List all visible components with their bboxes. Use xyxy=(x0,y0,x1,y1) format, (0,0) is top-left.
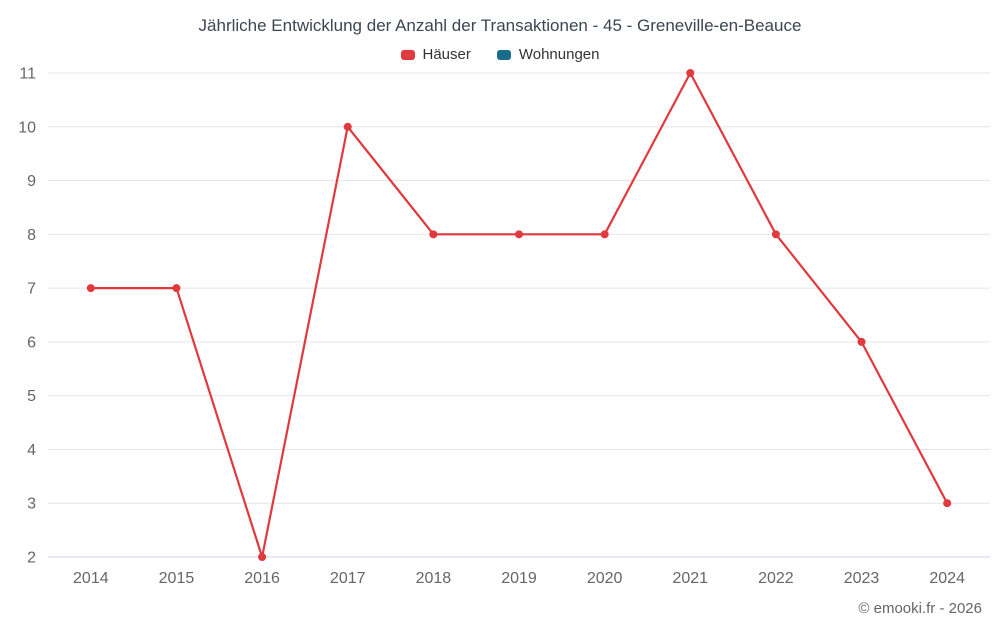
data-point[interactable] xyxy=(771,230,780,239)
y-axis-label: 9 xyxy=(27,173,36,190)
x-axis-label: 2019 xyxy=(501,570,537,587)
data-point[interactable] xyxy=(86,284,95,293)
y-axis-label: 2 xyxy=(27,550,36,567)
y-axis-label: 4 xyxy=(27,442,36,459)
x-axis-label: 2016 xyxy=(244,570,280,587)
legend-item-häuser[interactable]: Häuser xyxy=(400,46,471,63)
legend-swatch-icon xyxy=(496,49,511,60)
data-point[interactable] xyxy=(600,230,609,239)
x-axis-label: 2021 xyxy=(672,570,708,587)
x-axis-label: 2020 xyxy=(587,570,623,587)
legend-item-wohnungen[interactable]: Wohnungen xyxy=(496,46,600,63)
x-axis-label: 2023 xyxy=(844,570,880,587)
chart-title: Jährliche Entwicklung der Anzahl der Tra… xyxy=(198,16,802,35)
data-point[interactable] xyxy=(943,499,952,508)
y-axis-label: 10 xyxy=(18,119,36,136)
legend-label: Häuser xyxy=(422,46,471,63)
data-point[interactable] xyxy=(515,230,523,239)
data-point[interactable] xyxy=(686,69,695,77)
series-line-häuser xyxy=(89,71,949,559)
y-axis-label: 5 xyxy=(27,388,36,405)
data-point[interactable] xyxy=(857,337,866,346)
y-axis-label: 7 xyxy=(27,281,36,298)
y-axis-label: 11 xyxy=(19,66,36,83)
data-point[interactable] xyxy=(429,230,438,239)
data-point[interactable] xyxy=(343,122,352,131)
legend: Häuser Wohnungen xyxy=(0,46,1000,63)
y-axis-label: 8 xyxy=(27,227,36,244)
x-axis-label: 2018 xyxy=(416,570,452,587)
y-axis-label: 6 xyxy=(27,334,36,351)
data-point[interactable] xyxy=(258,553,267,561)
copyright-text: © emooki.fr - 2026 xyxy=(858,600,982,617)
x-axis-label: 2022 xyxy=(758,570,794,587)
x-axis-label: 2015 xyxy=(159,570,195,587)
legend-swatch-icon xyxy=(400,49,415,60)
y-axis-label: 3 xyxy=(27,496,36,513)
x-axis-label: 2014 xyxy=(73,570,109,587)
x-axis-label: 2024 xyxy=(929,570,965,587)
x-axis-label: 2017 xyxy=(330,570,366,587)
data-point[interactable] xyxy=(172,284,181,293)
legend-label: Wohnungen xyxy=(518,46,600,63)
